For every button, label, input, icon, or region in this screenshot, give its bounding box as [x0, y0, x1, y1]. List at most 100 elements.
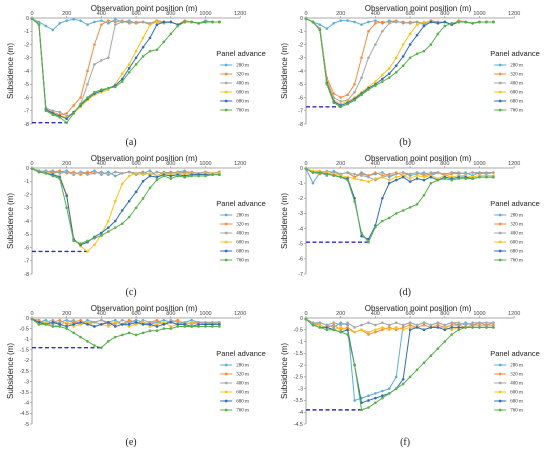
data-point — [346, 93, 349, 97]
x-tick-label: 1000 — [473, 11, 485, 17]
x-tick-label: 1000 — [473, 311, 485, 317]
data-point — [436, 171, 440, 174]
data-point — [443, 328, 447, 332]
data-point — [100, 19, 103, 22]
data-point — [72, 173, 75, 176]
x-tick-label: 800 — [440, 161, 449, 167]
data-point — [339, 330, 342, 334]
legend-marker — [498, 381, 502, 385]
x-axis-title: Observation point position (m) — [365, 154, 472, 163]
data-point — [100, 231, 103, 235]
data-point — [443, 20, 447, 24]
legend-marker — [224, 249, 228, 253]
data-point — [457, 177, 460, 180]
data-point — [346, 328, 349, 332]
data-point — [113, 335, 117, 339]
data-point — [415, 326, 419, 329]
data-point — [394, 175, 398, 179]
series-line-760m — [305, 18, 494, 108]
data-point — [387, 181, 391, 185]
data-point — [169, 327, 173, 330]
legend-entry: 760 m — [510, 259, 523, 264]
y-tick-label: -3 — [298, 386, 303, 392]
data-point — [325, 326, 329, 329]
y-tick-label: -2 — [298, 363, 303, 369]
legend-entry: 600 m — [236, 391, 249, 396]
data-point — [162, 320, 166, 324]
legend-entry: 600 m — [510, 391, 523, 396]
data-point — [65, 121, 68, 124]
legend-marker — [224, 381, 228, 385]
legend-marker — [224, 231, 228, 235]
data-point — [353, 363, 356, 367]
data-point — [197, 325, 200, 328]
data-point — [387, 216, 391, 220]
data-point — [471, 22, 474, 25]
data-point — [394, 212, 398, 215]
data-point — [464, 326, 467, 329]
data-point — [367, 321, 370, 325]
data-point — [218, 320, 221, 324]
x-axis-title: Observation point position (m) — [91, 304, 198, 313]
data-point — [401, 175, 405, 179]
data-point — [429, 354, 433, 357]
data-point — [127, 67, 131, 70]
data-point — [190, 174, 193, 178]
data-point — [485, 20, 488, 24]
x-tick-label: 1200 — [234, 161, 246, 167]
data-point — [141, 170, 145, 174]
series-line-760m — [305, 168, 494, 244]
data-point — [367, 333, 370, 336]
data-point — [457, 20, 460, 24]
y-tick-label: -3 — [24, 56, 29, 62]
data-point — [197, 22, 200, 25]
y-tick-label: -7 — [24, 259, 29, 265]
y-tick-label: -4 — [24, 69, 29, 75]
data-point — [367, 20, 370, 24]
y-tick-label: -1 — [24, 179, 29, 185]
data-point — [148, 49, 152, 53]
y-tick-label: -1 — [298, 29, 303, 35]
data-point — [79, 323, 82, 326]
data-point — [169, 318, 173, 322]
data-point — [176, 174, 180, 178]
y-tick-label: -8 — [298, 122, 303, 128]
data-point — [339, 175, 342, 179]
y-tick-label: -4 — [298, 226, 303, 232]
data-point — [65, 325, 68, 328]
data-point — [183, 175, 186, 179]
data-point — [374, 225, 377, 229]
data-point — [155, 329, 159, 333]
series-line-600m — [31, 18, 220, 118]
y-tick-label: -1.5 — [20, 348, 29, 354]
data-point — [401, 55, 405, 58]
data-point — [478, 323, 481, 327]
panel-label: (f) — [400, 437, 410, 448]
data-point — [332, 174, 336, 177]
series-line-760m — [31, 168, 220, 245]
data-point — [374, 80, 377, 83]
data-point — [120, 182, 124, 186]
data-point — [422, 323, 426, 327]
data-point — [141, 55, 145, 58]
data-point — [176, 325, 180, 328]
legend-marker — [498, 249, 502, 253]
x-tick-label: 0 — [304, 311, 307, 317]
data-point — [44, 24, 48, 28]
data-point — [387, 387, 391, 390]
data-point — [113, 20, 117, 24]
legend-marker — [498, 222, 502, 226]
data-point — [169, 32, 173, 36]
data-point — [339, 326, 342, 329]
x-tick-label: 600 — [132, 11, 141, 17]
data-point — [134, 172, 138, 175]
legend-entry: 320 m — [510, 223, 523, 228]
data-point — [134, 22, 138, 25]
data-point — [429, 181, 433, 185]
data-point — [120, 172, 124, 175]
data-point — [204, 323, 207, 326]
data-point — [367, 394, 370, 398]
x-axis-title: Observation point position (m) — [365, 4, 472, 13]
legend-entry: 400 m — [510, 382, 523, 387]
legend-entry: 400 m — [236, 82, 249, 87]
